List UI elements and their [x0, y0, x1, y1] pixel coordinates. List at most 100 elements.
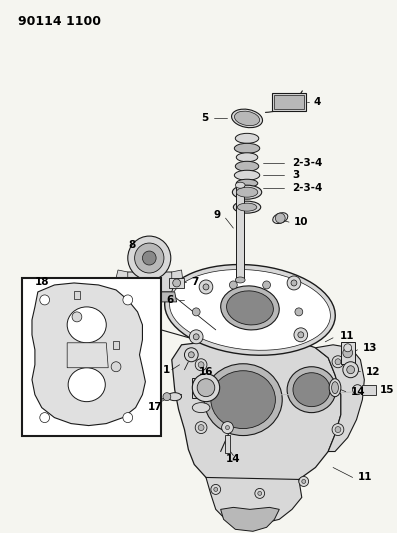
Circle shape [128, 236, 171, 280]
Text: 90114 1100: 90114 1100 [18, 15, 101, 28]
Polygon shape [172, 340, 341, 492]
Polygon shape [32, 283, 145, 425]
Text: 11: 11 [340, 331, 355, 341]
Circle shape [335, 426, 341, 433]
Circle shape [332, 424, 344, 435]
Text: 5: 5 [202, 114, 209, 123]
Circle shape [343, 348, 353, 358]
Ellipse shape [165, 264, 335, 355]
Bar [22, 278, 161, 435]
Ellipse shape [233, 201, 261, 213]
Circle shape [189, 330, 203, 344]
Polygon shape [67, 343, 108, 368]
Circle shape [40, 295, 50, 305]
Circle shape [332, 356, 344, 368]
Circle shape [141, 292, 150, 302]
Circle shape [299, 477, 308, 487]
Ellipse shape [234, 143, 260, 154]
Polygon shape [116, 270, 128, 280]
Circle shape [263, 281, 270, 289]
Circle shape [335, 359, 341, 365]
Circle shape [203, 284, 209, 290]
Text: 14: 14 [226, 455, 241, 464]
Circle shape [198, 362, 204, 368]
Circle shape [229, 281, 237, 289]
Circle shape [225, 425, 229, 430]
Ellipse shape [168, 393, 181, 401]
Circle shape [344, 344, 352, 352]
Text: 15: 15 [380, 385, 395, 394]
Ellipse shape [235, 111, 260, 126]
Ellipse shape [234, 170, 260, 180]
Ellipse shape [237, 203, 257, 211]
Text: 11: 11 [358, 472, 372, 482]
Text: 2-3-4: 2-3-4 [292, 183, 322, 193]
Polygon shape [221, 507, 279, 531]
Bar [362, 385, 376, 394]
Circle shape [192, 308, 200, 316]
Text: 9: 9 [214, 210, 221, 220]
Text: 16: 16 [199, 367, 213, 377]
Ellipse shape [227, 291, 274, 325]
Circle shape [353, 385, 362, 394]
Text: 14: 14 [351, 386, 365, 397]
Circle shape [135, 243, 164, 273]
Ellipse shape [235, 182, 245, 188]
Ellipse shape [236, 187, 258, 197]
Circle shape [195, 359, 207, 371]
Circle shape [298, 332, 304, 338]
Circle shape [185, 348, 198, 362]
Text: 2-3-4: 2-3-4 [292, 158, 322, 168]
Circle shape [111, 362, 121, 372]
Circle shape [193, 334, 199, 340]
Bar [169, 278, 185, 288]
Circle shape [123, 295, 133, 305]
Circle shape [211, 484, 221, 495]
Ellipse shape [231, 109, 262, 127]
Text: 18: 18 [35, 277, 49, 287]
Circle shape [287, 276, 301, 290]
Text: 6: 6 [166, 295, 174, 305]
Text: 13: 13 [362, 343, 377, 353]
Bar [225, 434, 230, 453]
Polygon shape [150, 393, 159, 399]
Bar [274, 95, 304, 109]
Bar [236, 185, 244, 280]
Ellipse shape [170, 270, 330, 350]
Ellipse shape [235, 161, 259, 171]
Bar [113, 341, 119, 349]
Text: 7: 7 [191, 277, 198, 287]
Ellipse shape [235, 133, 259, 143]
Polygon shape [125, 272, 175, 292]
Bar [272, 93, 306, 111]
Ellipse shape [236, 153, 258, 162]
Polygon shape [316, 345, 364, 451]
Circle shape [72, 312, 82, 322]
Text: 17: 17 [148, 402, 162, 411]
Ellipse shape [67, 307, 106, 343]
Ellipse shape [211, 371, 276, 429]
Text: 1: 1 [163, 365, 170, 375]
Circle shape [222, 422, 233, 433]
Bar [192, 378, 206, 398]
Circle shape [143, 251, 156, 265]
Ellipse shape [331, 382, 338, 394]
Circle shape [195, 422, 207, 433]
Text: 12: 12 [365, 367, 380, 377]
Polygon shape [172, 270, 183, 280]
Circle shape [198, 425, 204, 431]
Circle shape [189, 352, 194, 358]
Text: 4: 4 [314, 98, 321, 108]
Ellipse shape [287, 367, 336, 413]
Ellipse shape [232, 185, 262, 199]
Polygon shape [124, 292, 177, 302]
Circle shape [214, 487, 218, 491]
Circle shape [295, 308, 303, 316]
Circle shape [40, 413, 50, 423]
Circle shape [294, 328, 308, 342]
Polygon shape [206, 478, 302, 524]
Circle shape [258, 491, 262, 495]
Ellipse shape [221, 286, 279, 330]
Bar [341, 342, 355, 364]
Circle shape [123, 413, 133, 423]
